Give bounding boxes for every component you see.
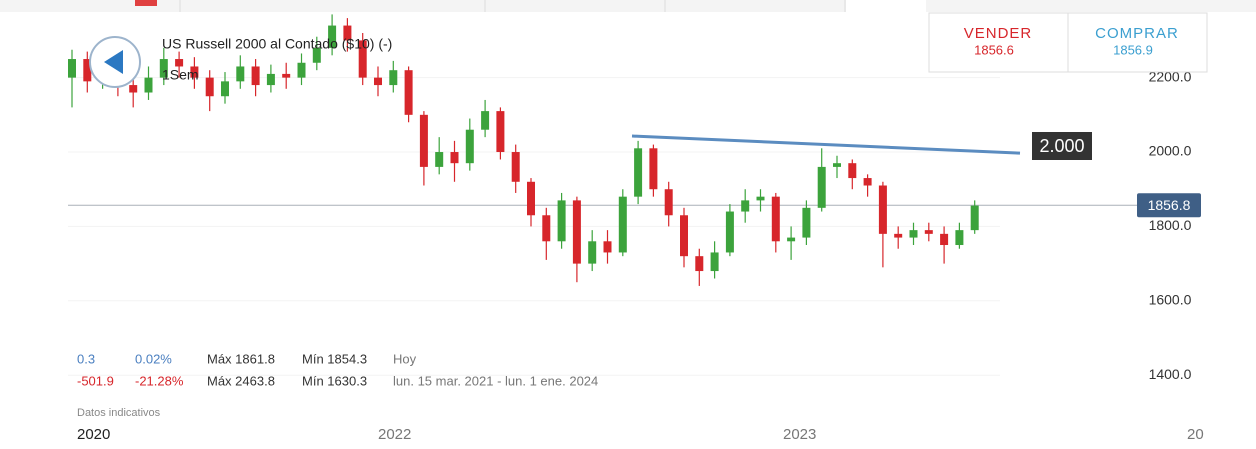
candle-body [848, 163, 857, 179]
x-tick-label: 2023 [783, 426, 816, 443]
candle-body [924, 230, 933, 234]
candle-body [266, 73, 275, 86]
candle-body [618, 196, 627, 253]
candle-body [603, 241, 612, 253]
x-tick-label: 20 [1187, 426, 1204, 443]
candle-body [557, 200, 566, 242]
buy-price[interactable]: 1856.9 [1113, 42, 1153, 57]
candle-body [511, 152, 520, 182]
stats: 0.3 0.02% Máx 1861.8 Mín 1854.3 Hoy -501.9 -21… [77, 351, 598, 388]
candle-body [710, 252, 719, 272]
candle-body [282, 73, 291, 78]
candle-body [83, 59, 92, 82]
candle-body [527, 181, 535, 216]
candle-body [389, 70, 398, 86]
candle-body [328, 25, 337, 48]
stat-value: Mín 1854.3 [302, 351, 367, 366]
candle-body [634, 148, 643, 197]
candle-body [572, 200, 581, 264]
candle-body [833, 163, 841, 167]
last-price-label: 1856.8 [1148, 197, 1191, 213]
x-axis: 2020 2022 2023 20 [77, 426, 1204, 443]
candle-body [878, 185, 887, 234]
candle-body [909, 230, 918, 238]
candle-body [205, 77, 214, 97]
candle-body [221, 81, 229, 97]
sell-label[interactable]: VENDER [964, 25, 1033, 42]
stat-value: Máx 1861.8 [207, 351, 275, 366]
candle-body [435, 152, 444, 167]
candle-body [374, 77, 382, 86]
back-button[interactable] [89, 36, 141, 88]
candle-body [894, 233, 903, 238]
candle-body [725, 211, 734, 253]
stat-value: 0.3 [77, 351, 95, 366]
note: Datos indicativos [77, 407, 161, 419]
candle-body [496, 111, 505, 153]
trendline-label-box [1032, 132, 1092, 160]
trendline [631, 134, 1021, 155]
candle-body [588, 241, 597, 264]
stat-value: -21.28% [135, 373, 184, 388]
tab-bar [0, 0, 1256, 12]
candle-body [312, 47, 321, 63]
candle-body [251, 66, 260, 86]
stat-value: 0.02% [135, 351, 172, 366]
x-tick-label: 2020 [77, 426, 110, 443]
candle-body [955, 230, 964, 246]
y-tick-label: 2000.0 [1149, 143, 1192, 159]
candle-body [481, 111, 490, 130]
y-tick-label: 1400.0 [1149, 366, 1192, 382]
buy-label[interactable]: COMPRAR [1095, 25, 1179, 42]
last-price-box [1137, 193, 1201, 218]
candle-body [741, 200, 750, 212]
candle-body [450, 152, 459, 164]
candle-body [190, 66, 199, 78]
candle-body [863, 178, 872, 186]
candle-body [236, 66, 245, 82]
instrument-title: US Russell 2000 al Contado ($10) (-) [162, 36, 392, 52]
candle-body [404, 70, 413, 115]
candle-body [175, 59, 184, 67]
candle-body [542, 215, 551, 242]
candle-body [756, 196, 765, 201]
candle-body [817, 166, 826, 208]
candle-body [297, 62, 306, 78]
candle-body [68, 59, 76, 78]
x-tick-label: 2022 [378, 426, 411, 443]
stat-value: lun. 15 mar. 2021 - lun. 1 ene. 2024 [393, 373, 598, 388]
candle-body [771, 196, 780, 242]
y-tick-label: 1600.0 [1149, 292, 1192, 308]
candle-body [649, 148, 658, 190]
interval[interactable]: 1Sem [162, 67, 199, 83]
trendline-label: 2.000 [1039, 136, 1084, 156]
candle-body [358, 40, 367, 78]
stat-value: -501.9 [77, 373, 114, 388]
candle-body [970, 205, 979, 231]
candle-body [129, 85, 138, 93]
stat-value: Máx 2463.8 [207, 373, 275, 388]
plot: 1400.01600.01800.02000.02200.02.0001856.… [68, 14, 1201, 382]
candle-body [144, 77, 153, 93]
candle-body [802, 207, 811, 238]
stat-value: Mín 1630.3 [302, 373, 367, 388]
candle-body [159, 59, 168, 78]
y-tick-label: 1800.0 [1149, 217, 1192, 233]
sell-price[interactable]: 1856.6 [974, 42, 1014, 57]
tab-strip [0, 0, 1256, 12]
candle-body [787, 237, 796, 242]
candle-body [664, 189, 673, 216]
candle-body [680, 215, 688, 257]
stat-value: Hoy [393, 351, 417, 366]
back-arrow[interactable] [104, 50, 123, 74]
tab-icon [135, 0, 157, 6]
candle-body [940, 233, 949, 246]
candle-body [419, 114, 428, 167]
active-tab[interactable] [846, 0, 926, 12]
candle-body [343, 25, 352, 41]
quote-box: VENDER 1856.6 COMPRAR 1856.9 [928, 12, 1208, 73]
candle-body [695, 256, 704, 272]
candle-body [465, 129, 474, 164]
